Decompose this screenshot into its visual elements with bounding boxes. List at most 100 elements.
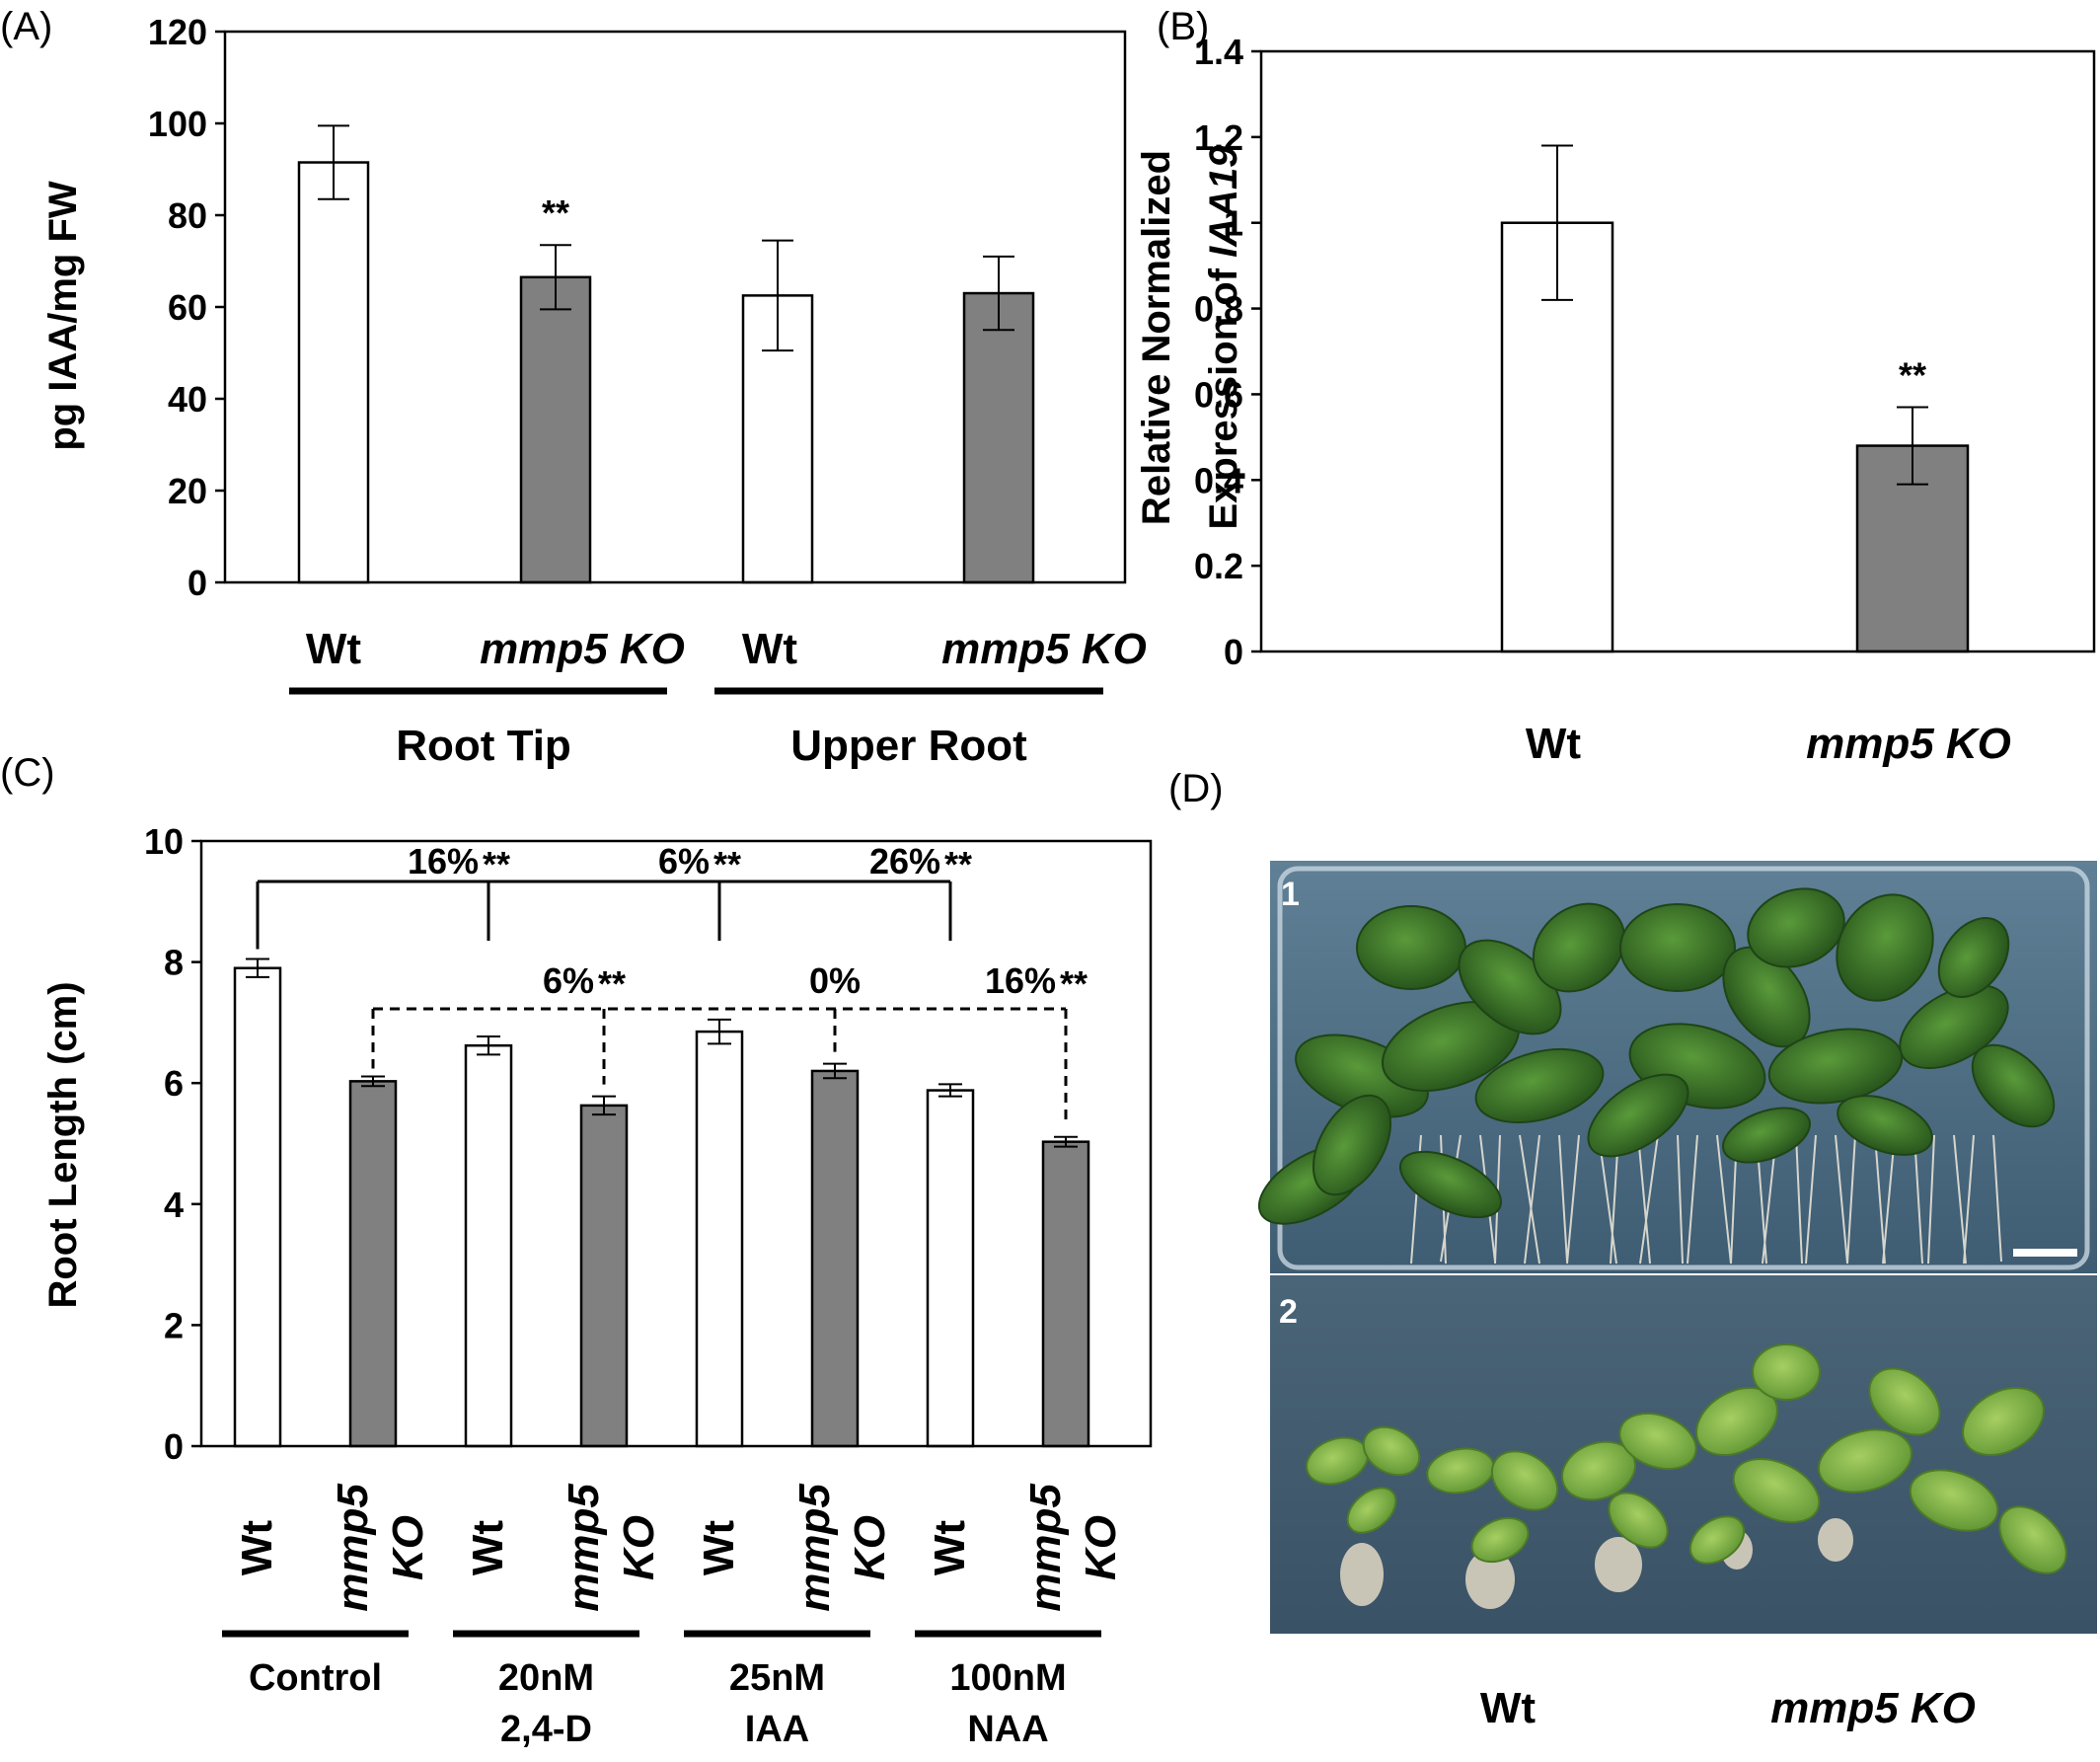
panel-a-letter: (A) [0,5,52,48]
photo-caption-wt: Wt [1480,1684,1537,1732]
panel-a: (A) pg IAA/mg FW 0 20 40 60 80 100 120 ** Wt mm… [0,5,1147,770]
group-label: Control [249,1657,382,1699]
bracket-wt-percent: 26% [869,841,940,881]
bracket-wt-stars: ** [944,844,972,884]
scale-bar [2013,1249,2077,1257]
group-label: Upper Root [790,722,1027,770]
category-label: mmp5 [790,1484,839,1612]
panel-a-y-axis-label: pg IAA/mg FW [41,181,85,451]
bar [464,1043,513,1448]
bar [962,291,1035,584]
category-label: Wt [306,625,362,673]
category-label: mmp5 [560,1484,608,1612]
category-label: Wt [233,1520,281,1576]
panel-b-plot-frame [1259,49,2096,653]
category-label: mmp5 KO [1806,720,2011,768]
y-tick-label: 80 [168,195,207,236]
group-label: NAA [967,1709,1048,1750]
y-tick-label: 0 [188,563,207,603]
panel-d: (D) [1168,767,2097,1732]
bracket-ko-stars: ** [598,963,626,1004]
panel-b-y-axis-label-gene: IAA19 [1202,145,1245,258]
panel-a-category-labels: Wt mmp5 KO Wt mmp5 KO [306,625,1147,673]
y-tick-label: 120 [148,12,207,52]
panel-b-y-axis-label-line2: Expression of IAA19 [1202,145,1245,530]
panel-c-plot-frame [199,839,1153,1448]
y-tick-label: 2 [164,1305,184,1345]
panel-b-bars: ** [1500,144,1970,653]
y-tick-label: 60 [168,287,207,328]
y-tick-label: 8 [164,943,184,983]
panel-b-category-labels: Wt mmp5 KO [1526,720,2011,768]
bar [926,1089,975,1448]
bracket-ko-percent: 16% [985,960,1056,1001]
panel-c-group-labels: Control 20nM 2,4-D 25nM IAA 100nM NAA [222,1630,1101,1750]
photo-caption-mmp5-ko: mmp5 KO [1770,1684,1976,1732]
category-label: mmp5 [1021,1484,1070,1612]
category-label: mmp5 KO [480,625,685,673]
bar [1041,1140,1090,1448]
group-label: 2,4-D [500,1709,592,1750]
group-label: 100nM [949,1657,1066,1699]
category-label: mmp5 [329,1484,377,1612]
y-tick-label: 40 [168,379,207,420]
y-tick-label: 0.6 [1194,374,1243,415]
plate-1-rim [1277,866,2090,1270]
y-tick-label: 0 [1224,632,1243,672]
category-label: KO [1077,1515,1125,1580]
panel-b: (B) Relative Normalized Expression of IA… [1135,5,2096,768]
y-tick-label: 0.4 [1194,460,1243,500]
y-tick-label: 100 [148,104,207,144]
y-tick-label: 1 [1224,203,1243,244]
group-label: IAA [745,1709,809,1750]
y-tick-label: 1.2 [1194,117,1243,158]
y-tick-label: 0.2 [1194,546,1243,586]
bracket-wt-percent: 6% [658,841,710,881]
panel-c-comparison-brackets: 16% ** 6% ** 26% **6% ** 0% 16% ** [256,841,1088,1125]
panel-b-y-axis-label-line1: Relative Normalized [1135,150,1178,525]
panel-b-letter: (B) [1157,5,1209,48]
plate-2-rosettes [1306,1343,2067,1574]
category-label: Wt [1526,720,1582,768]
category-label: Wt [926,1520,974,1576]
bar [297,161,370,584]
plate-2-label: 2 [1279,1293,1298,1331]
y-tick-label: 20 [168,471,207,511]
panel-a-plot-frame [223,30,1127,584]
category-label: KO [615,1515,663,1580]
category-label: KO [384,1515,432,1580]
panel-c-y-axis-label: Root Length (cm) [41,981,85,1308]
group-label: 25nM [729,1657,825,1699]
y-tick-label: 4 [164,1185,184,1225]
y-tick-label: 10 [144,821,184,862]
panel-c-category-labels: Wt mmp5 KO Wt mmp5 KO Wt mmp5 KO Wt mmp5 KO [233,1484,1125,1612]
category-label: KO [846,1515,894,1580]
group-label: 20nM [498,1657,594,1699]
panel-c-y-ticks: 0 2 4 6 8 10 [144,821,201,1467]
significance-marker: ** [1899,354,1926,395]
bracket-ko-percent: 0% [809,960,861,1001]
panel-c-letter: (C) [0,751,55,795]
category-label: Wt [464,1520,512,1576]
category-label: mmp5 KO [941,625,1147,673]
y-tick-label: 1.4 [1194,32,1243,72]
bar [519,275,592,584]
category-label: Wt [695,1520,743,1576]
panel-b-y-axis-label-prefix: Expression of [1202,258,1245,530]
panel-a-group-labels: Root Tip Upper Root [289,687,1103,770]
category-label: Wt [742,625,798,673]
y-tick-label: 6 [164,1063,184,1104]
bar [741,294,814,584]
plate-1-rosettes [1257,887,2056,1225]
bracket-ko-stars: ** [1060,963,1088,1004]
bracket-ko-percent: 6% [543,960,594,1001]
bracket-wt-stars: ** [713,844,741,884]
plate-1-label: 1 [1281,876,1300,913]
bracket-wt-percent: 16% [408,841,479,881]
plate-photo-2: 2 [1270,1275,2097,1634]
bracket-wt-stars: ** [483,844,510,884]
group-label: Root Tip [396,722,571,770]
panel-a-y-ticks: 0 20 40 60 80 100 120 [148,12,225,603]
